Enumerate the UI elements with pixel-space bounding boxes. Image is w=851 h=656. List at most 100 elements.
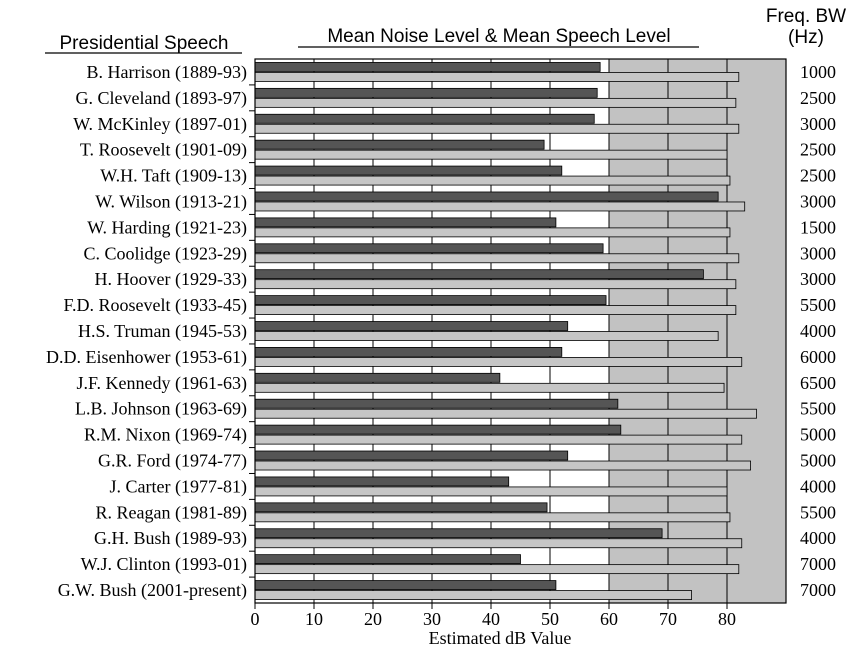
- category-label: W. McKinley (1897-01): [73, 114, 247, 135]
- speech-bar: [254, 253, 740, 264]
- noise-bar: [254, 502, 548, 513]
- speech-bar: [254, 590, 693, 600]
- speech-bar: [254, 227, 731, 238]
- speech-bar: [254, 149, 728, 160]
- freq-bw-value: 5500: [800, 399, 836, 419]
- category-label: W.H. Taft (1909-13): [100, 166, 247, 187]
- freq-bw-value: 5000: [800, 451, 836, 471]
- noise-bar: [254, 191, 719, 202]
- noise-bar: [254, 295, 607, 305]
- speech-bar: [254, 382, 725, 393]
- freq-bw-value: 4000: [800, 321, 836, 341]
- speech-bar: [254, 460, 752, 471]
- freq-bw-value: 4000: [800, 476, 836, 496]
- speech-bar: [254, 201, 746, 212]
- speech-bar: [254, 357, 743, 367]
- noise-bar: [254, 62, 601, 72]
- freq-bw-value: 7000: [800, 554, 836, 574]
- freq-bw-value: 3000: [800, 114, 836, 134]
- freq-bw-value: 2500: [800, 166, 836, 186]
- freq-bw-value: 6500: [800, 373, 836, 393]
- noise-bar: [254, 87, 598, 98]
- noise-bar: [254, 139, 545, 150]
- noise-bar: [254, 398, 619, 409]
- noise-bar: [254, 424, 622, 435]
- category-label: J.F. Kennedy (1961-63): [76, 373, 247, 394]
- category-label: G.W. Bush (2001-present): [58, 580, 247, 601]
- x-tick-label: 30: [423, 609, 441, 629]
- freq-bw-value: 3000: [800, 269, 836, 289]
- speech-bar: [254, 538, 743, 549]
- noise-bar: [254, 243, 604, 254]
- category-label: R.M. Nixon (1969-74): [84, 425, 247, 446]
- plot-area: B. Harrison (1889-93) 1000 G. Cleveland (1…: [46, 58, 836, 648]
- noise-bar: [254, 476, 510, 487]
- category-label: H. Hoover (1929-33): [95, 269, 247, 290]
- category-label: G.H. Bush (1989-93): [94, 528, 247, 549]
- freq-bw-value: 3000: [800, 191, 836, 211]
- x-tick-label: 40: [482, 609, 500, 629]
- speech-bar: [254, 72, 740, 82]
- category-label: G.R. Ford (1974-77): [98, 451, 247, 472]
- category-label: L.B. Johnson (1963-69): [75, 399, 247, 420]
- category-label: G. Cleveland (1893-97): [76, 88, 247, 109]
- speech-bar: [254, 434, 743, 445]
- noise-bar: [254, 269, 704, 280]
- category-label: W.J. Clinton (1993-01): [81, 554, 247, 575]
- noise-bar: [254, 528, 663, 539]
- speech-bar: [254, 123, 740, 134]
- noise-bar: [254, 217, 557, 228]
- freq-bw-unit-label: (Hz): [788, 27, 824, 48]
- freq-bw-value: 1500: [800, 217, 836, 237]
- speech-bar: [254, 564, 740, 575]
- speech-bar: [254, 408, 757, 419]
- noise-bar: [254, 321, 569, 331]
- category-label: W. Wilson (1913-21): [95, 191, 247, 212]
- category-label: H.S. Truman (1945-53): [78, 321, 247, 342]
- x-tick-label: 70: [659, 609, 677, 629]
- x-tick-label: 60: [600, 609, 618, 629]
- speech-bar: [254, 486, 728, 497]
- noise-bar: [254, 450, 569, 461]
- x-tick-label: 10: [305, 609, 323, 629]
- speech-bar: [254, 512, 731, 523]
- freq-bw-value: 6000: [800, 347, 836, 367]
- noise-bar: [254, 372, 501, 383]
- noise-bar: [254, 554, 521, 565]
- freq-bw-value: 5500: [800, 502, 836, 522]
- speech-bar: [254, 305, 737, 315]
- x-tick-label: 50: [541, 609, 559, 629]
- freq-bw-value: 5000: [800, 425, 836, 445]
- speech-bar: [254, 175, 731, 186]
- plot-frame: [254, 58, 787, 604]
- category-label: F.D. Roosevelt (1933-45): [63, 295, 247, 316]
- freq-bw-value: 3000: [800, 243, 836, 263]
- noise-bar: [254, 113, 595, 124]
- freq-bw-value: 5500: [800, 295, 836, 315]
- x-axis-label: Estimated dB Value: [429, 628, 572, 648]
- chart-title: Mean Noise Level & Mean Speech Level: [327, 26, 670, 47]
- freq-bw-value: 4000: [800, 528, 836, 548]
- x-tick-label: 20: [364, 609, 382, 629]
- category-label: J. Carter (1977-81): [110, 476, 247, 497]
- category-label: T. Roosevelt (1901-09): [80, 140, 247, 161]
- category-label: C. Coolidge (1923-29): [84, 243, 248, 264]
- category-label: W. Harding (1921-23): [87, 217, 247, 238]
- shaded-region: [609, 59, 786, 603]
- freq-bw-column-header: Freq. BW: [766, 6, 846, 27]
- noise-bar: [254, 347, 563, 357]
- freq-bw-value: 2500: [800, 140, 836, 160]
- noise-bar: [254, 580, 557, 590]
- speech-bar: [254, 331, 719, 341]
- category-label: D.D. Eisenhower (1953-61): [46, 347, 247, 368]
- category-label: B. Harrison (1889-93): [87, 62, 247, 83]
- freq-bw-value: 1000: [800, 62, 836, 82]
- x-tick-label: 80: [718, 609, 736, 629]
- noise-bar: [254, 165, 563, 176]
- category-label: R. Reagan (1981-89): [96, 502, 247, 523]
- speech-bar: [254, 97, 737, 108]
- x-tick-label: 0: [251, 609, 260, 629]
- freq-bw-value: 7000: [800, 580, 836, 600]
